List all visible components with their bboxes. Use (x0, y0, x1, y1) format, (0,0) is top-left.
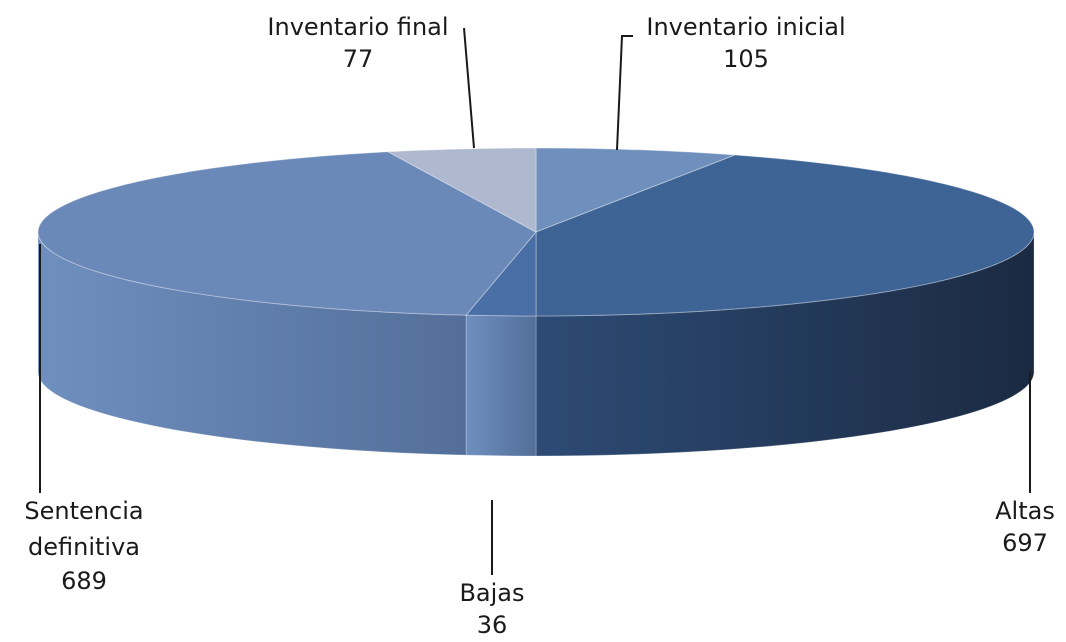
slice-top-4 (386, 147, 537, 233)
label-bajas-name: Bajas (459, 579, 524, 607)
label-sentencia-name-1: Sentencia (24, 497, 143, 525)
leader-inventario-final (463, 27, 475, 149)
label-bajas-value: 36 (477, 611, 508, 639)
pie-slices (37, 147, 1035, 457)
slice-top-3 (37, 151, 537, 316)
label-inventario-final-name: Inventario final (267, 13, 448, 41)
slice-top-0 (535, 147, 736, 233)
label-sentencia-name-2: definitiva (28, 533, 140, 561)
label-sentencia-value: 689 (61, 567, 107, 595)
label-inventario-inicial-name: Inventario inicial (646, 13, 845, 41)
label-inventario-final-value: 77 (343, 45, 374, 73)
label-inventario-inicial-value: 105 (723, 45, 769, 73)
label-altas-value: 697 (1002, 529, 1048, 557)
slice-top-1 (535, 154, 1035, 317)
label-altas-name: Altas (995, 497, 1055, 525)
slice-top-2 (464, 230, 537, 317)
slice-side-2 (465, 314, 537, 457)
leader-inventario-inicial (616, 35, 633, 151)
